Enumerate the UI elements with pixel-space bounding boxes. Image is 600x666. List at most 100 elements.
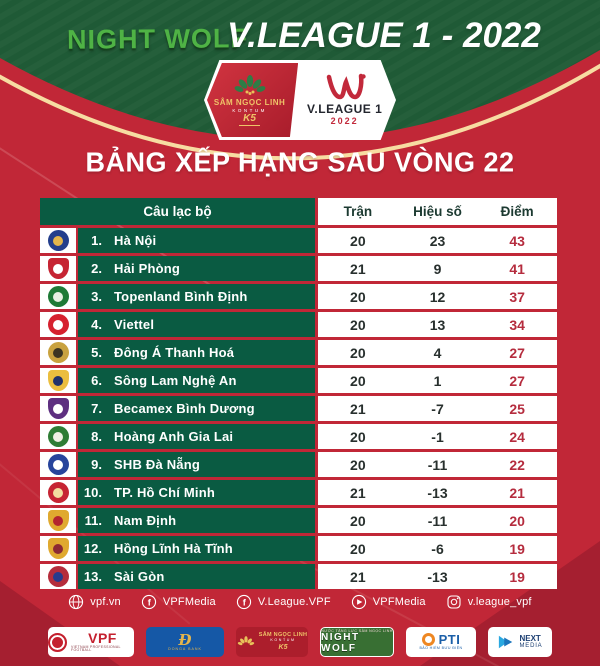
club-crest <box>40 424 76 449</box>
social-handle: VPFMedia <box>162 596 216 608</box>
stats-cell: 20 13 34 <box>318 312 557 337</box>
matches-played: 20 <box>350 512 366 529</box>
points: 25 <box>509 400 525 417</box>
social-link[interactable]: VPFMedia <box>351 594 426 610</box>
goal-difference: 1 <box>433 372 442 389</box>
vleague-title: V.LEAGUE 1 - 2022 <box>227 16 541 55</box>
club-crest <box>40 256 76 281</box>
club-cell: 7. Becamex Bình Dương <box>78 396 315 421</box>
club-crest <box>40 508 76 533</box>
club-crest-icon <box>47 342 69 363</box>
goal-difference: -11 <box>427 512 448 529</box>
sponsor-subtext: KONTUM <box>270 638 296 643</box>
matches-played: 20 <box>350 372 366 389</box>
club-crest-icon <box>47 538 69 559</box>
table-row: 2. Hải Phòng 21 9 41 <box>40 256 557 281</box>
club-crest <box>40 452 76 477</box>
column-header-goal-difference: Hiệu số <box>413 204 462 219</box>
club-crest-icon <box>47 510 69 531</box>
club-cell: 11. Nam Định <box>78 508 315 533</box>
sponsor-extra: K5 <box>278 643 288 651</box>
rank: 8. <box>91 429 102 444</box>
column-header-matches: Trận <box>343 204 373 219</box>
next-media-play-icon <box>499 635 513 649</box>
points: 21 <box>509 484 525 501</box>
club-cell: 5. Đông Á Thanh Hoá <box>78 340 315 365</box>
sponsor-subtext: VIETNAM PROFESSIONAL FOOTBALL <box>71 644 121 653</box>
sponsor-subtext: BẢO HIỂM BƯU ĐIỆN <box>419 646 463 651</box>
night-wolf-wordmark: NIGHT WOLF <box>66 23 249 55</box>
stats-cell: 20 -6 19 <box>318 536 557 561</box>
club-crest-icon <box>47 286 69 307</box>
sponsor-logo-sam-ngoc-linh: SÂM NGỌC LINH KONTUM K5 <box>236 627 308 657</box>
goal-difference: 9 <box>433 260 442 277</box>
badge-brand-line2: KONTUM <box>232 107 267 113</box>
points: 19 <box>509 568 525 585</box>
sponsor-label: VPF <box>88 629 117 646</box>
instagram-icon <box>446 594 462 610</box>
matches-played: 20 <box>350 456 366 473</box>
table-row: 8. Hoàng Anh Gia Lai 20 -1 24 <box>40 424 557 449</box>
stats-cell: 20 4 27 <box>318 340 557 365</box>
stats-cell: 21 9 41 <box>318 256 557 281</box>
club-cell: 13. Sài Gòn <box>78 564 315 589</box>
table-row: 5. Đông Á Thanh Hoá 20 4 27 <box>40 340 557 365</box>
facebook-icon: f <box>236 594 252 610</box>
social-link[interactable]: vpf.vn <box>68 594 121 610</box>
column-header-club: Câu lạc bộ <box>40 198 315 225</box>
club-crest-icon <box>47 566 69 587</box>
social-link[interactable]: f V.League.VPF <box>236 594 331 610</box>
social-link[interactable]: f VPFMedia <box>141 594 216 610</box>
club-cell: 3. Topenland Bình Định <box>78 284 315 309</box>
social-handle: vpf.vn <box>90 596 121 608</box>
club-name: Hồng Lĩnh Hà Tĩnh <box>114 541 233 556</box>
points: 19 <box>509 540 525 557</box>
club-name: Hà Nội <box>114 233 157 248</box>
points: 37 <box>509 288 525 305</box>
social-handle: V.League.VPF <box>257 596 331 608</box>
ginseng-leaf-icon <box>234 74 265 95</box>
rank: 9. <box>91 457 102 472</box>
rank: 4. <box>91 317 102 332</box>
donga-d-icon: Đ <box>178 630 192 649</box>
goal-difference: -6 <box>431 540 444 557</box>
points: 24 <box>509 428 525 445</box>
table-row: 6. Sông Lam Nghệ An 20 1 27 <box>40 368 557 393</box>
points: 22 <box>509 456 525 473</box>
rank: 5. <box>91 345 102 360</box>
matches-played: 20 <box>350 428 366 445</box>
club-crest-icon <box>47 482 69 503</box>
column-header-points: Điểm <box>500 204 534 219</box>
points: 20 <box>509 512 525 529</box>
goal-difference: 23 <box>429 232 446 249</box>
stats-cell: 20 1 27 <box>318 368 557 393</box>
club-cell: 4. Viettel <box>78 312 315 337</box>
club-name: Sông Lam Nghệ An <box>114 373 237 388</box>
social-link[interactable]: v.league_vpf <box>446 594 532 610</box>
sponsor-subtext: MEDIA <box>519 643 543 649</box>
svg-text:f: f <box>148 597 152 607</box>
stats-header-group: Trận Hiệu số Điểm <box>318 198 557 225</box>
club-name: Sài Gòn <box>114 569 165 584</box>
badge-brand-line3: K5 <box>239 113 260 126</box>
matches-played: 21 <box>350 260 366 277</box>
matches-played: 20 <box>350 232 366 249</box>
goal-difference: -1 <box>431 428 444 445</box>
goal-difference: -13 <box>427 568 448 585</box>
goal-difference: -13 <box>427 484 448 501</box>
matches-played: 20 <box>350 316 366 333</box>
sam-ngoc-linh-logo: SÂM NGỌC LINH KONTUM K5 <box>207 63 299 137</box>
goal-difference: 4 <box>433 344 442 361</box>
club-cell: 6. Sông Lam Nghệ An <box>78 368 315 393</box>
club-name: Topenland Bình Định <box>114 289 248 304</box>
rank: 10. <box>83 485 102 500</box>
sponsor-logo-vpf: VPF VIETNAM PROFESSIONAL FOOTBALL <box>48 627 134 657</box>
club-crest <box>40 396 76 421</box>
club-crest <box>40 564 76 589</box>
sponsor-logo-donga-bank: Đ DONGA BANK <box>146 627 224 657</box>
table-row: 7. Becamex Bình Dương 21 -7 25 <box>40 396 557 421</box>
table-row: 13. Sài Gòn 21 -13 19 <box>40 564 557 589</box>
club-crest <box>40 312 76 337</box>
matches-played: 21 <box>350 400 366 417</box>
table-row: 11. Nam Định 20 -11 20 <box>40 508 557 533</box>
